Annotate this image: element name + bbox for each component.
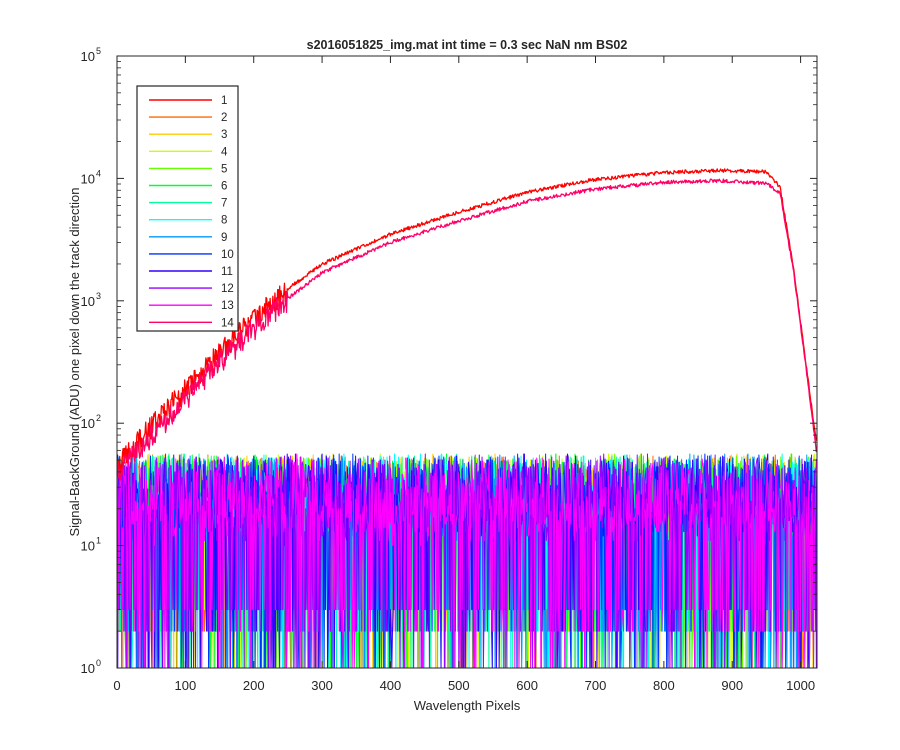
legend-label: 7 <box>221 198 227 210</box>
y-tick-label-base: 10 <box>81 539 95 554</box>
x-tick-label: 400 <box>380 678 402 693</box>
y-tick-label-base: 10 <box>81 171 95 186</box>
y-tick-label-base: 10 <box>81 661 95 676</box>
legend-item: 10 <box>149 249 234 261</box>
x-tick-label: 1000 <box>786 678 815 693</box>
legend-label: 1 <box>221 95 227 107</box>
x-tick-label: 500 <box>448 678 470 693</box>
legend-label: 8 <box>221 215 227 227</box>
legend-item: 4 <box>149 146 228 158</box>
legend-box <box>136 85 239 332</box>
legend-item: 6 <box>149 181 227 193</box>
legend-label: 6 <box>221 181 227 193</box>
legend-label: 13 <box>221 300 234 312</box>
x-tick-label: 300 <box>311 678 333 693</box>
legend-item: 14 <box>149 317 234 329</box>
legend-label: 12 <box>221 283 234 295</box>
y-tick-label-base: 10 <box>81 49 95 64</box>
series-13-line <box>116 453 817 669</box>
y-tick-label-exponent: 5 <box>96 46 101 56</box>
legend-item: 5 <box>149 163 227 175</box>
legend-item: 1 <box>149 95 227 107</box>
legend-label: 9 <box>221 232 227 244</box>
legend-label: 2 <box>221 112 227 124</box>
legend-item: 8 <box>149 215 227 227</box>
x-tick-label: 800 <box>653 678 675 693</box>
chart-title: s2016051825_img.mat int time = 0.3 sec N… <box>307 38 628 52</box>
legend-item: 12 <box>149 283 234 295</box>
legend-label: 3 <box>221 129 227 141</box>
y-tick-label: 10 1 <box>81 536 101 554</box>
y-tick-label-base: 10 <box>81 294 95 309</box>
y-tick-label: 10 5 <box>81 46 101 64</box>
x-tick-label: 900 <box>721 678 743 693</box>
x-tick-label: 600 <box>516 678 538 693</box>
series-1-line <box>116 168 817 475</box>
y-tick-label-exponent: 3 <box>96 291 101 301</box>
y-tick-label-base: 10 <box>81 416 95 431</box>
series-layer <box>116 168 817 669</box>
y-tick-label-exponent: 1 <box>96 536 101 546</box>
x-axis-label: Wavelength Pixels <box>414 698 521 713</box>
y-tick-label: 10 0 <box>81 658 101 676</box>
y-axis-label: Signal-BackGround (ADU) one pixel down t… <box>67 187 82 536</box>
legend-label: 10 <box>221 249 234 261</box>
x-tick-label: 0 <box>113 678 120 693</box>
legend-label: 11 <box>221 266 233 278</box>
y-tick-label: 10 2 <box>81 413 101 431</box>
legend-item: 3 <box>149 129 227 141</box>
y-tick-label: 10 3 <box>81 291 101 309</box>
axes-box <box>116 55 818 669</box>
x-tick-label: 200 <box>243 678 265 693</box>
legend-label: 5 <box>221 163 227 175</box>
legend-item: 7 <box>149 198 227 210</box>
legend-item: 9 <box>149 232 227 244</box>
legend-label: 14 <box>221 317 234 329</box>
legend-item: 13 <box>149 300 234 312</box>
y-tick-label: 10 4 <box>81 168 101 186</box>
x-tick-label: 700 <box>585 678 607 693</box>
y-tick-label-exponent: 4 <box>96 168 101 178</box>
legend-item: 11 <box>149 266 233 278</box>
y-tick-label-exponent: 2 <box>96 413 101 423</box>
y-tick-label-exponent: 0 <box>96 658 101 668</box>
x-tick-label: 100 <box>175 678 197 693</box>
legend-item: 2 <box>149 112 227 124</box>
series-14-line <box>116 178 817 481</box>
legend-label: 4 <box>221 146 228 158</box>
